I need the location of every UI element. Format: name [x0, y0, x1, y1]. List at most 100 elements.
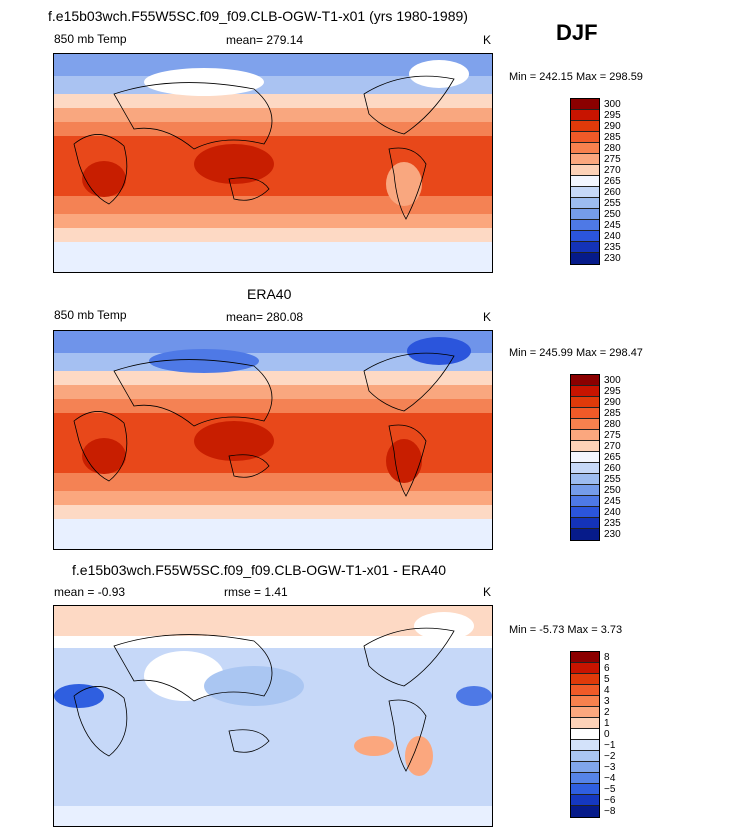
colorbar-swatch [571, 419, 599, 430]
colorbar-level-label: −8 [604, 806, 616, 817]
colorbar-level-label: 290 [604, 397, 621, 408]
colorbar-level-label: 280 [604, 143, 621, 154]
colorbar-level-label: −5 [604, 784, 616, 795]
colorbar-level-label: 250 [604, 209, 621, 220]
colorbar-level-label: 6 [604, 663, 610, 674]
colorbar-level-label: 240 [604, 231, 621, 242]
panel-1-map-graphic [54, 54, 492, 272]
colorbar-level-label: −2 [604, 751, 616, 762]
colorbar-level-label: 260 [604, 463, 621, 474]
colorbar-level-label: 245 [604, 220, 621, 231]
colorbar-swatch [571, 154, 599, 165]
colorbar-level-label: 285 [604, 132, 621, 143]
colorbar-swatch [571, 762, 599, 773]
colorbar-level-label: 2 [604, 707, 610, 718]
colorbar-swatch [571, 209, 599, 220]
colorbar-level-label: 265 [604, 452, 621, 463]
season-label: DJF [556, 20, 598, 45]
colorbar-swatch [571, 507, 599, 518]
colorbar-level-label: 5 [604, 674, 610, 685]
colorbar-swatch [571, 795, 599, 806]
colorbar-swatch [571, 718, 599, 729]
panel-2-colorbar [570, 374, 600, 541]
colorbar-swatch [571, 110, 599, 121]
panel-1-map [53, 53, 493, 273]
colorbar-swatch [571, 375, 599, 386]
colorbar-level-label: 235 [604, 242, 621, 253]
panel-1-variable-label: 850 mb Temp [54, 32, 127, 46]
colorbar-swatch [571, 430, 599, 441]
colorbar-level-label: 230 [604, 529, 621, 540]
colorbar-level-label: 275 [604, 154, 621, 165]
colorbar-swatch [571, 397, 599, 408]
colorbar-level-label: −1 [604, 740, 616, 751]
panel-1-colorbar [570, 98, 600, 265]
colorbar-level-label: 270 [604, 165, 621, 176]
colorbar-level-label: 285 [604, 408, 621, 419]
colorbar-swatch [571, 242, 599, 253]
panel-2-title: ERA40 [247, 286, 292, 302]
colorbar-level-label: 260 [604, 187, 621, 198]
panel-1-mean-label: mean= 279.14 [226, 33, 304, 47]
panel-3-unit-label: K [483, 585, 492, 599]
colorbar-swatch [571, 165, 599, 176]
panel-2-unit-label: K [483, 310, 492, 324]
colorbar-swatch [571, 143, 599, 154]
colorbar-level-label: 300 [604, 375, 621, 386]
colorbar-level-label: 290 [604, 121, 621, 132]
panel-3-mean-label: mean = -0.93 [54, 585, 126, 599]
colorbar-level-label: 275 [604, 430, 621, 441]
panel-2-colorbar-labels: 300 295 290 285 280 275 270 265 260 255 250 245 240 2… [604, 375, 621, 540]
colorbar-swatch [571, 474, 599, 485]
panel-2-minmax: Min = 245.99 Max = 298.47 [509, 347, 643, 359]
panel-2-map [53, 330, 493, 550]
colorbar-swatch [571, 518, 599, 529]
colorbar-level-label: 8 [604, 652, 610, 663]
colorbar-swatch [571, 463, 599, 474]
panel-1-unit-label: K [483, 33, 492, 47]
colorbar-swatch [571, 784, 599, 795]
colorbar-swatch [571, 452, 599, 463]
panel-3-colorbar-labels: 8 6 5 4 3 2 1 0 −1 −2 −3 −4 −5 −6 −8 [604, 652, 615, 817]
colorbar-level-label: −4 [604, 773, 616, 784]
colorbar-swatch [571, 121, 599, 132]
colorbar-level-label: 240 [604, 507, 621, 518]
colorbar-swatch [571, 751, 599, 762]
panel-1-title: f.e15b03wch.F55W5SC.f09_f09.CLB-OGW-T1-x… [48, 8, 468, 24]
colorbar-swatch [571, 176, 599, 187]
colorbar-swatch [571, 685, 599, 696]
colorbar-level-label: −6 [604, 795, 616, 806]
colorbar-swatch [571, 485, 599, 496]
colorbar-level-label: 230 [604, 253, 621, 264]
panel-2-map-graphic [54, 331, 492, 549]
panel-3-rmse-label: rmse = 1.41 [224, 585, 288, 599]
colorbar-swatch [571, 496, 599, 507]
colorbar-swatch [571, 220, 599, 231]
colorbar-swatch [571, 187, 599, 198]
panel-3-minmax: Min = -5.73 Max = 3.73 [509, 624, 623, 636]
colorbar-level-label: 280 [604, 419, 621, 430]
colorbar-swatch [571, 529, 599, 540]
colorbar-level-label: 265 [604, 176, 621, 187]
colorbar-level-label: 295 [604, 386, 621, 397]
colorbar-level-label: 1 [604, 718, 610, 729]
colorbar-swatch [571, 696, 599, 707]
colorbar-level-label: 0 [604, 729, 610, 740]
colorbar-level-label: 270 [604, 441, 621, 452]
colorbar-level-label: 250 [604, 485, 621, 496]
colorbar-swatch [571, 674, 599, 685]
panel-2-mean-label: mean= 280.08 [226, 310, 304, 324]
colorbar-level-label: 4 [604, 685, 610, 696]
colorbar-level-label: 245 [604, 496, 621, 507]
colorbar-swatch [571, 386, 599, 397]
colorbar-swatch [571, 408, 599, 419]
colorbar-level-label: 300 [604, 99, 621, 110]
colorbar-swatch [571, 441, 599, 452]
colorbar-swatch [571, 729, 599, 740]
colorbar-swatch [571, 132, 599, 143]
panel-2-variable-label: 850 mb Temp [54, 308, 127, 322]
panel-3-map [53, 605, 493, 827]
panel-3-map-graphic [54, 606, 492, 826]
panel-1-colorbar-labels: 300 295 290 285 280 275 270 265 260 255 250 245 240 2… [604, 99, 621, 264]
colorbar-swatch [571, 231, 599, 242]
